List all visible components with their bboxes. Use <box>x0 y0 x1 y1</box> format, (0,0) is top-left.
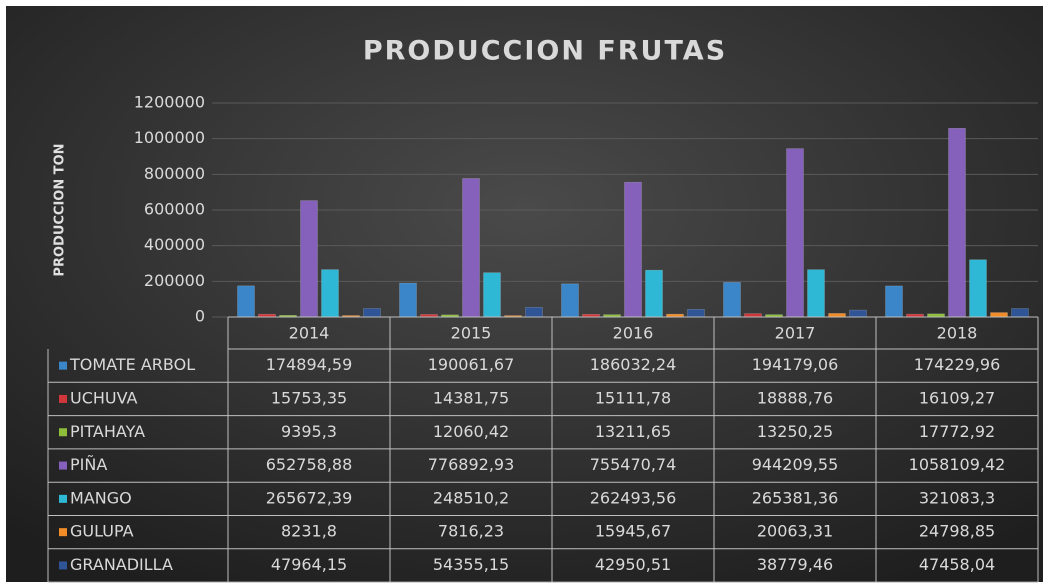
table-cell: 265381,36 <box>752 488 839 507</box>
chart-background <box>6 6 1043 582</box>
table-cell: 54355,15 <box>433 555 509 574</box>
legend-label: UCHUVA <box>70 388 138 407</box>
table-cell: 47964,15 <box>271 555 347 574</box>
table-cell: 262493,56 <box>590 488 677 507</box>
table-cell: 944209,55 <box>752 455 839 474</box>
y-tick-label: 1200000 <box>134 93 205 112</box>
table-cell: 13211,65 <box>595 422 671 441</box>
table-cell: 186032,24 <box>590 355 677 374</box>
bar <box>237 285 255 318</box>
table-cell: 38779,46 <box>757 555 833 574</box>
table-cell: 7816,23 <box>438 522 504 541</box>
table-cell: 47458,04 <box>919 555 995 574</box>
bar <box>624 181 642 318</box>
table-cell: 18888,76 <box>757 388 833 407</box>
bar <box>744 313 762 318</box>
x-tick-label: 2015 <box>451 324 492 343</box>
table-cell: 265672,39 <box>266 488 353 507</box>
legend-key <box>59 361 67 370</box>
table-cell: 194179,06 <box>752 355 839 374</box>
table-cell: 13250,25 <box>757 422 833 441</box>
table-cell: 776892,93 <box>428 455 515 474</box>
table-cell: 8231,8 <box>281 522 337 541</box>
x-tick-label: 2014 <box>289 324 330 343</box>
y-tick-label: 800000 <box>144 164 205 183</box>
legend-label: GULUPA <box>70 522 134 541</box>
bar <box>363 308 381 318</box>
bar <box>828 313 846 318</box>
bar <box>786 148 804 318</box>
table-cell: 248510,2 <box>433 488 509 507</box>
table-cell: 15945,67 <box>595 522 671 541</box>
legend-key <box>59 428 67 437</box>
table-cell: 190061,67 <box>428 355 515 374</box>
legend-label: PIÑA <box>70 455 107 474</box>
bar <box>687 309 705 318</box>
y-axis-label: PRODUCCION TON <box>53 143 68 276</box>
bar <box>300 200 318 318</box>
table-cell: 15111,78 <box>595 388 671 407</box>
x-tick-label: 2018 <box>937 324 978 343</box>
table-cell: 20063,31 <box>757 522 833 541</box>
legend-label: PITAHAYA <box>70 422 145 441</box>
bar <box>990 312 1008 318</box>
legend-key <box>59 461 67 470</box>
bar <box>483 272 501 318</box>
table-cell: 24798,85 <box>919 522 995 541</box>
legend-label: GRANADILLA <box>70 555 173 574</box>
table-cell: 14381,75 <box>433 388 509 407</box>
bar <box>885 285 903 318</box>
y-tick-label: 1000000 <box>134 128 205 147</box>
table-cell: 174229,96 <box>914 355 1001 374</box>
bar <box>969 259 987 318</box>
bar <box>645 269 663 318</box>
legend-label: MANGO <box>70 488 132 507</box>
bar <box>525 307 543 318</box>
legend-key <box>59 494 67 503</box>
table-cell: 12060,42 <box>433 422 509 441</box>
table-cell: 174894,59 <box>266 355 353 374</box>
legend-key <box>59 528 67 537</box>
table-cell: 321083,3 <box>919 488 995 507</box>
bar <box>561 283 579 318</box>
bar <box>849 309 867 318</box>
legend-label: TOMATE ARBOL <box>69 355 195 374</box>
bar <box>399 282 417 318</box>
bar <box>948 128 966 318</box>
bar <box>1011 308 1029 318</box>
x-tick-label: 2016 <box>613 324 654 343</box>
table-cell: 1058109,42 <box>909 455 1006 474</box>
bar <box>807 269 825 318</box>
legend-key <box>59 394 67 403</box>
y-tick-label: 0 <box>195 307 205 326</box>
y-tick-label: 400000 <box>144 235 205 254</box>
y-tick-label: 200000 <box>144 271 205 290</box>
bar <box>723 282 741 318</box>
table-cell: 42950,51 <box>595 555 671 574</box>
x-tick-label: 2017 <box>775 324 816 343</box>
table-cell: 652758,88 <box>266 455 353 474</box>
y-tick-label: 600000 <box>144 200 205 219</box>
table-cell: 16109,27 <box>919 388 995 407</box>
legend-key <box>59 561 67 570</box>
table-cell: 755470,74 <box>590 455 677 474</box>
table-cell: 17772,92 <box>919 422 995 441</box>
bar <box>462 178 480 318</box>
table-cell: 15753,35 <box>271 388 347 407</box>
table-cell: 9395,3 <box>281 422 337 441</box>
bar <box>321 269 339 318</box>
chart-title: PRODUCCION FRUTAS <box>363 36 727 67</box>
